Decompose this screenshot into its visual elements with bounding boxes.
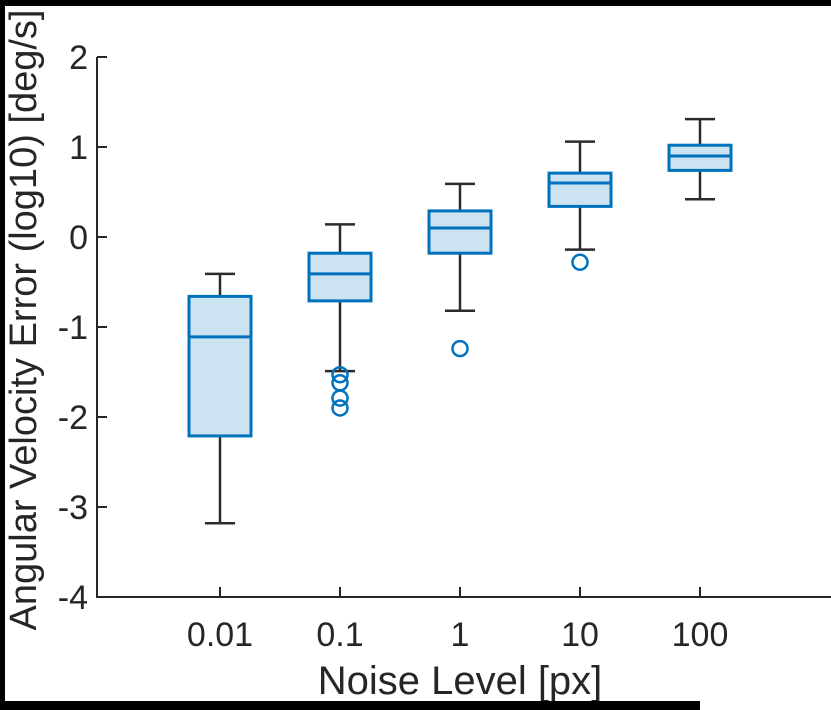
x-tick-label-0.01: 0.01 [187,616,253,654]
y-tick-label--4: -4 [58,579,88,617]
x-tick-label-0.1: 0.1 [316,616,363,654]
outlier-point-0.1-3 [331,399,349,417]
y-tick-label--2: -2 [58,399,88,437]
x-axis-title: Noise Level [px] [318,659,603,703]
box-10 [547,171,613,208]
box-0.01 [187,294,253,438]
y-tick-label-2: 2 [69,39,88,77]
plot-area: 210-1-2-3-40.01 0.1 1 10 100 [58,39,831,654]
y-tick-label--1: -1 [58,309,88,347]
outlier-point-0.1-2 [331,389,349,407]
x-tick-label-100: 100 [672,616,729,654]
box-1 [427,209,493,255]
y-tick-label--3: -3 [58,489,88,527]
x-tick-label-10: 10 [561,616,599,654]
box-100 [667,143,733,172]
x-tick-label-1: 1 [451,616,470,654]
box-0.1 [307,251,373,303]
y-axis-title: Angular Velocity Error (log10) [deg/s] [3,10,45,631]
outlier-point-10-0 [571,253,589,271]
y-tick-label-0: 0 [69,219,88,257]
screen-border-bottom [0,701,700,710]
screen-border-top [0,0,831,6]
outlier-point-1-0 [451,339,469,358]
outlier-point-0.1-0 [331,365,349,384]
y-tick-label-1: 1 [69,129,88,167]
screen-border-left [0,0,5,710]
